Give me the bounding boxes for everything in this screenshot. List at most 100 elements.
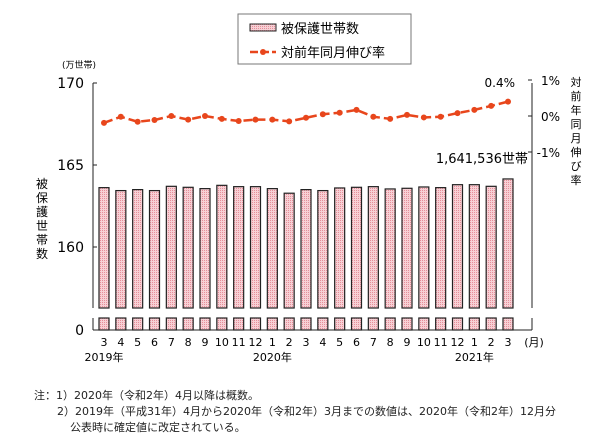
bar-stub [266,317,278,331]
x-tick-label: 9 [202,336,209,349]
bar-stub [233,317,245,331]
bar [148,189,161,309]
right-axis-title-char: 率 [571,173,582,187]
bar [182,186,194,309]
rate-point [286,118,293,125]
bar-stub [401,317,413,331]
x-tick-label: 4 [117,336,124,349]
x-tick-label: 5 [134,336,141,349]
right-tick-label: 1% [541,74,560,88]
x-tick-label: 3 [505,336,512,349]
bar-stub [384,317,396,331]
rate-point [353,106,360,113]
left-axis-title-char: 被 [36,177,48,191]
legend-bar-label: 被保護世帯数 [281,21,359,37]
bar-stub [334,317,346,331]
bar [435,187,447,309]
bar-stub [300,317,312,331]
legend-line-label: 対前年同月伸び率 [281,45,385,61]
rate-point [387,115,394,122]
bar [216,184,228,309]
bar-stub [283,317,295,331]
bar [367,186,379,309]
x-tick-label: 1 [269,336,276,349]
bar [317,189,329,309]
bar [418,186,430,309]
bar [384,188,396,309]
x-tick-label: 10 [417,336,431,349]
right-axis-title-char: 対 [571,75,582,89]
rate-point [505,98,511,105]
x-tick-label: 10 [215,336,229,349]
bar [98,187,110,309]
bar-stub [148,317,161,331]
bar [468,184,480,309]
left-axis-title-char: 世 [36,219,48,233]
rate-point [336,109,343,116]
rate-point [101,119,107,126]
rate-point [218,115,225,122]
x-tick-label: 4 [319,336,326,349]
bar [115,189,127,309]
bar [199,188,211,309]
bar-stub [367,317,379,331]
rate-point [134,118,141,125]
x-tick-label: 12 [249,336,263,349]
rate-point [269,116,276,123]
rate-point [370,113,377,120]
left-axis-title-char: 護 [36,204,48,219]
last-rate-label: 0.4% [485,76,516,90]
right-axis-title-char: び [571,160,582,173]
rate-point [202,113,208,119]
year-label: 2021年 [455,350,494,364]
bar-stub [199,317,211,331]
bar [350,186,363,309]
rate-point [235,118,242,125]
x-tick-label: 3 [303,336,310,349]
x-tick-label: 8 [185,336,192,349]
left-axis-title-char: 数 [36,246,48,261]
bar-stub [350,317,363,331]
bar-stub [216,317,228,331]
right-axis-title-char: 年 [571,103,582,117]
left-tick-label: 170 [57,76,84,92]
right-axis-title-char: 前 [571,89,582,103]
bar [451,184,464,309]
bar [334,187,346,309]
bar [249,186,262,309]
legend-line-marker [260,49,266,55]
right-tick-label: -1% [537,146,560,160]
bar [300,189,312,309]
note-1: 注：1）2020年（令和2年）4月以降は概数。 [34,389,259,402]
rate-point [117,113,124,120]
x-tick-label: 7 [370,336,377,349]
x-tick-label: 6 [151,336,158,349]
right-axis-title-char: 月 [571,132,582,145]
rate-point [488,102,495,109]
legend-bar-swatch [249,23,277,32]
bar-stub [317,317,329,331]
x-tick-label: 7 [168,336,175,349]
rate-point [471,106,478,113]
x-tick-label: 2 [286,336,293,349]
legend-box [237,13,412,65]
last-bar-label: 1,641,536世帯 [436,152,528,167]
bar-stub [451,317,464,331]
right-tick-label: 0% [541,110,560,124]
bar-stub [98,317,110,331]
right-axis-title-char: 同 [571,118,582,131]
bar [502,178,514,309]
left-axis-unit: (万世帯) [62,59,96,71]
x-tick-label: 1 [471,336,478,349]
rate-point [404,111,410,118]
left-axis-title-char: 帯 [36,233,48,247]
bar [401,187,413,309]
rate-point [151,116,158,123]
x-tick-label: 11 [232,336,246,349]
bar-stub [165,317,177,331]
x-tick-label: 5 [336,336,343,349]
x-tick-label: 8 [387,336,394,349]
bar-stub [485,317,497,331]
bar [233,186,245,309]
